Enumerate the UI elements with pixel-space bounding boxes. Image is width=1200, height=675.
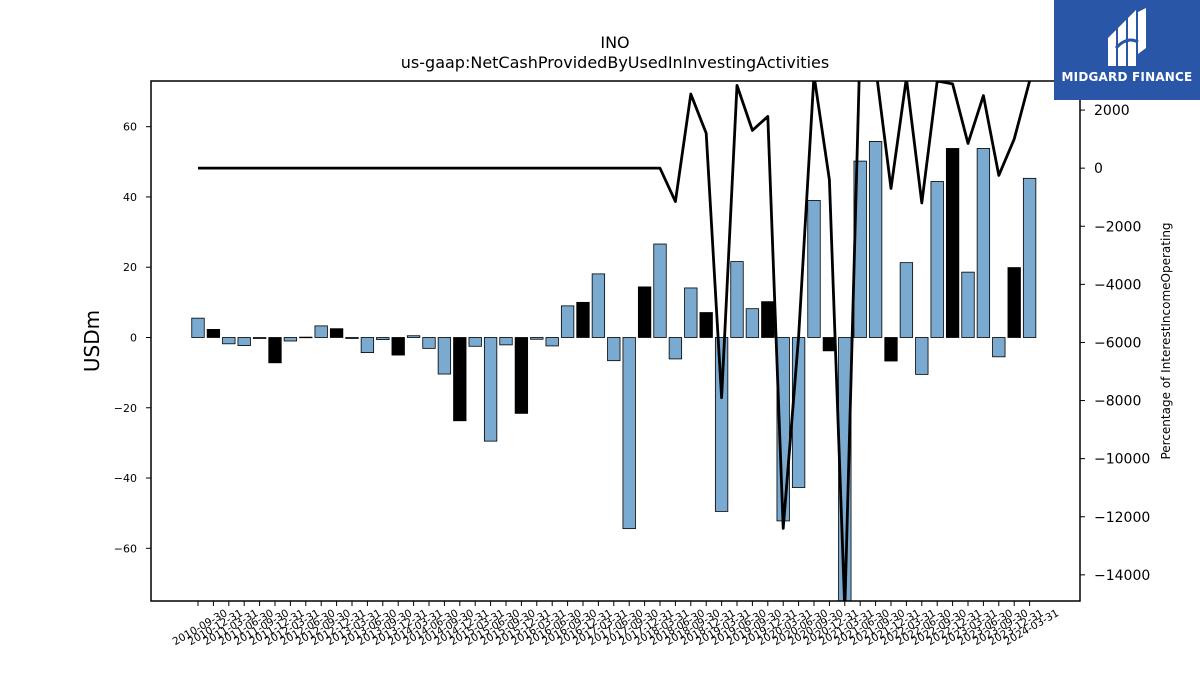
bar-2016-03-31 [530, 337, 544, 340]
bar-2014-12-31 [453, 337, 467, 422]
bar-2017-06-30 [607, 337, 621, 362]
bar-2012-12-31 [329, 328, 344, 338]
bar-2022-03-31 [899, 262, 914, 338]
bar-2023-12-31 [1007, 267, 1021, 338]
bar-2015-09-30 [499, 337, 513, 346]
y2-tick-label: −6000 [1094, 335, 1141, 351]
bar-2010-09-30 [191, 317, 205, 338]
y-tick-label: 0 [130, 331, 137, 344]
y2-tick-label: −2000 [1094, 219, 1141, 235]
bar-2015-03-31 [468, 337, 482, 347]
chart-title: INO [600, 33, 629, 52]
brand-logo: MIDGARD FINANCE [1054, 0, 1200, 100]
bar-2022-09-30 [930, 181, 944, 338]
bar-2015-06-30 [483, 337, 498, 442]
bar-2013-03-31 [345, 337, 359, 339]
chart-subtitle: us-gaap:NetCashProvidedByUsedInInvesting… [401, 53, 829, 72]
bar-2013-12-31 [391, 337, 405, 356]
y-tick-label: −60 [114, 542, 137, 555]
bar-2015-12-31 [514, 337, 529, 414]
bar-2011-03-31 [222, 337, 236, 345]
y2-tick-label: −8000 [1094, 394, 1141, 410]
y-tick-label: 40 [123, 191, 137, 204]
y2-tick-label: −12000 [1094, 510, 1150, 526]
bar-2023-03-31 [961, 271, 975, 338]
ratio-line [198, 81, 1031, 601]
bar-2018-03-31 [653, 243, 667, 338]
bar-series [191, 141, 1037, 601]
y2-tick-label: −10000 [1094, 452, 1150, 468]
bar-2022-06-30 [915, 337, 929, 375]
bar-2021-09-30 [868, 141, 883, 338]
bar-2016-09-30 [560, 305, 575, 338]
bar-2024-03-31 [1022, 177, 1037, 338]
ratio-line-series [198, 81, 1031, 601]
bar-2019-06-30 [730, 261, 744, 338]
y-tick-label: −40 [114, 472, 137, 485]
bar-2020-09-30 [807, 200, 821, 338]
y-tick-label: 60 [123, 121, 137, 134]
y2-tick-label: 2000 [1094, 103, 1130, 119]
bar-2017-09-30 [622, 337, 636, 530]
bar-2014-09-30 [437, 337, 452, 375]
y2-tick-label: −4000 [1094, 277, 1141, 293]
y2-tick-label: −14000 [1094, 568, 1150, 584]
bar-2018-06-30 [668, 337, 683, 360]
bar-2012-09-30 [314, 325, 328, 338]
bar-2014-06-30 [422, 337, 436, 349]
bar-2013-06-30 [360, 337, 375, 353]
right-axis: −14000 −12000 −10000 −8000 −6000 −4000 −2000 0 2… [1080, 103, 1150, 584]
bar-2019-03-31 [714, 337, 729, 512]
bar-2021-12-31 [884, 337, 898, 362]
y-tick-label: −20 [114, 402, 137, 415]
bar-2010-12-31 [206, 329, 221, 338]
bar-2022-12-31 [945, 148, 960, 338]
bar-2023-09-30 [992, 337, 1006, 358]
bar-2023-06-30 [976, 148, 991, 338]
y2-tick-label: 0 [1094, 161, 1103, 177]
plot-frame [150, 80, 1081, 602]
bar-2016-06-30 [545, 337, 559, 347]
bar-2018-12-31 [699, 312, 713, 338]
bar-2011-09-30 [252, 337, 267, 339]
y-tick-label: 20 [123, 261, 137, 274]
bar-2020-06-30 [791, 337, 806, 488]
bar-2014-03-31 [406, 335, 421, 338]
logo-text: MIDGARD FINANCE [1061, 70, 1193, 84]
left-axis: −60 −40 −20 0 20 40 60 [114, 121, 151, 555]
bar-2013-09-30 [376, 337, 390, 340]
bar-2011-12-31 [268, 337, 282, 364]
midgard-logo-icon [1108, 8, 1146, 66]
right-axis-label: Percentage of InterestIncomeOperating [1159, 222, 1173, 459]
bar-2019-09-30 [745, 308, 760, 338]
bar-2019-12-31 [761, 301, 775, 338]
bar-2012-03-31 [283, 337, 298, 342]
bar-2011-06-30 [237, 337, 251, 346]
bar-2017-12-31 [637, 286, 652, 338]
x-axis: 2010-09-302010-12-312011-03-312011-06-30… [171, 601, 1061, 648]
bar-2016-12-31 [576, 301, 590, 338]
bar-2018-09-30 [684, 287, 698, 338]
y-axis-label: USDm [80, 310, 104, 372]
bar-2012-06-30 [299, 336, 313, 339]
bar-2017-03-31 [591, 273, 606, 338]
